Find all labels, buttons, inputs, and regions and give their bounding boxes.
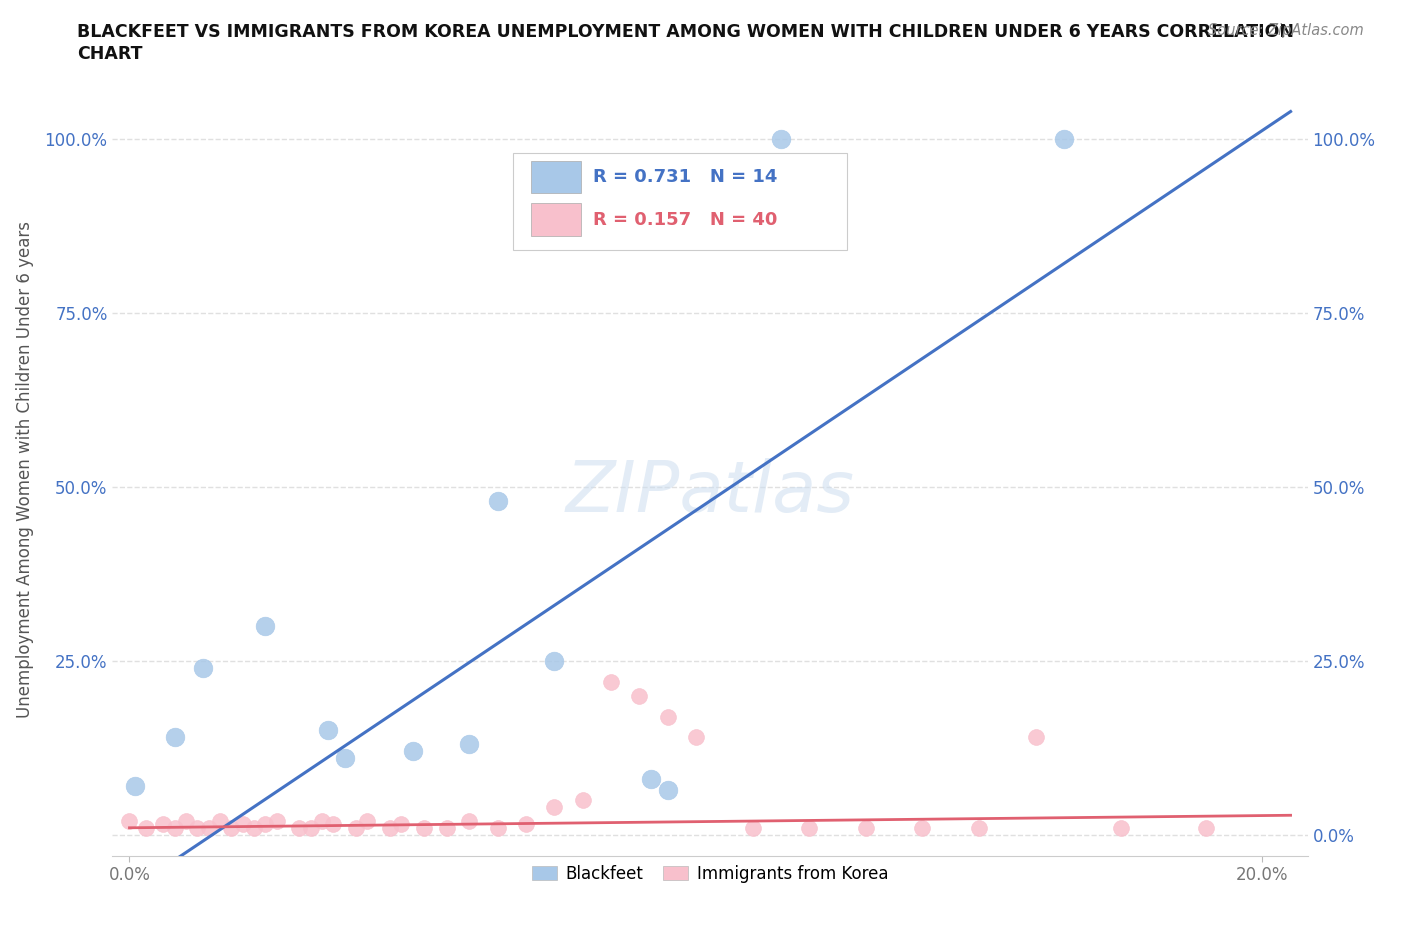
Point [741, 820, 763, 835]
Point [243, 820, 266, 835]
Point [174, 814, 197, 829]
Text: Source: ZipAtlas.com: Source: ZipAtlas.com [1208, 23, 1364, 38]
Point [640, 772, 662, 787]
Point [197, 820, 219, 835]
Y-axis label: Unemployment Among Women with Children Under 6 years: Unemployment Among Women with Children U… [15, 221, 34, 718]
Point [543, 800, 565, 815]
Point [486, 820, 509, 835]
Point [118, 814, 141, 829]
Point [378, 820, 401, 835]
Point [1109, 820, 1132, 835]
Point [356, 814, 378, 829]
Point [333, 751, 356, 765]
Point [657, 782, 679, 797]
Point [254, 817, 277, 831]
Point [436, 820, 458, 835]
Point [769, 132, 792, 147]
Point [458, 814, 481, 829]
Point [221, 820, 243, 835]
Point [266, 814, 288, 829]
Point [1194, 820, 1216, 835]
Point [486, 494, 509, 509]
Point [322, 817, 344, 831]
FancyBboxPatch shape [513, 153, 848, 249]
Point [855, 820, 877, 835]
Point [413, 820, 436, 835]
Point [163, 730, 186, 745]
Point [191, 660, 214, 675]
Point [1025, 730, 1047, 745]
Point [571, 792, 593, 807]
Point [232, 817, 254, 831]
Text: R = 0.157   N = 40: R = 0.157 N = 40 [593, 210, 778, 229]
Point [1053, 132, 1076, 147]
Point [311, 814, 333, 829]
Point [402, 744, 425, 759]
Point [797, 820, 820, 835]
Point [344, 820, 367, 835]
Point [254, 618, 277, 633]
FancyBboxPatch shape [531, 161, 581, 193]
Point [209, 814, 232, 829]
Text: R = 0.731   N = 14: R = 0.731 N = 14 [593, 168, 778, 186]
Point [389, 817, 412, 831]
Point [657, 709, 679, 724]
FancyBboxPatch shape [531, 204, 581, 236]
Point [163, 820, 186, 835]
Point [967, 820, 990, 835]
Point [124, 778, 146, 793]
Point [685, 730, 707, 745]
Text: CHART: CHART [77, 45, 143, 62]
Point [515, 817, 537, 831]
Point [458, 737, 481, 751]
Point [600, 674, 623, 689]
Point [152, 817, 174, 831]
Legend: Blackfeet, Immigrants from Korea: Blackfeet, Immigrants from Korea [526, 858, 894, 890]
Point [299, 820, 322, 835]
Text: ZIPatlas: ZIPatlas [565, 458, 855, 527]
Point [911, 820, 934, 835]
Point [316, 723, 339, 737]
Point [186, 820, 208, 835]
Point [543, 654, 565, 669]
Text: BLACKFEET VS IMMIGRANTS FROM KOREA UNEMPLOYMENT AMONG WOMEN WITH CHILDREN UNDER : BLACKFEET VS IMMIGRANTS FROM KOREA UNEMP… [77, 23, 1295, 41]
Point [135, 820, 157, 835]
Point [628, 688, 651, 703]
Point [288, 820, 311, 835]
